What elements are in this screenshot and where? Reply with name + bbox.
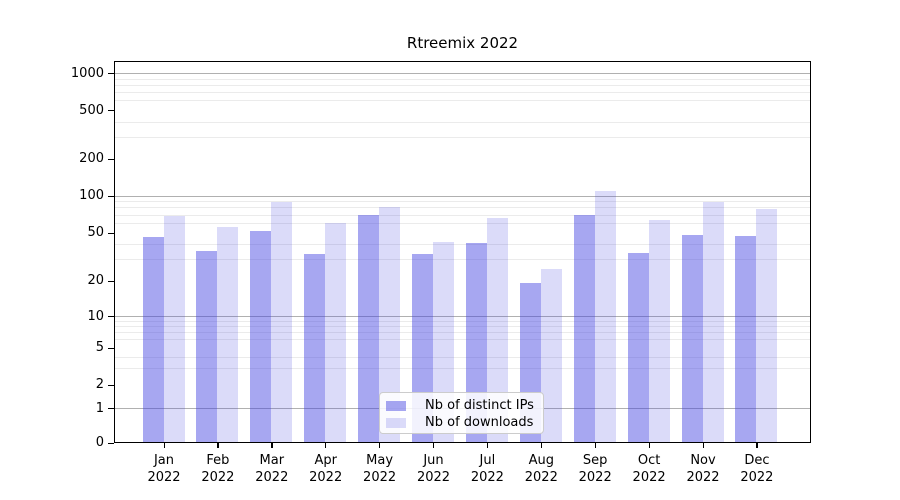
legend-swatch-downloads [386, 417, 406, 428]
bar-downloads-sep [594, 191, 616, 443]
ytick-label-20: 20 [87, 273, 104, 288]
gridline-minor-9 [115, 320, 810, 322]
bar-distinct-ips-apr [304, 254, 326, 443]
xtick-mark-jul [486, 443, 489, 448]
ytick-mark-100 [108, 195, 114, 197]
ytick-label-500: 500 [79, 102, 104, 118]
ytick-label-200: 200 [79, 151, 104, 166]
legend-label-downloads: Nb of downloads [425, 415, 534, 430]
legend-box: Nb of distinct IPs Nb of downloads [379, 392, 544, 434]
gridline-minor-6 [115, 339, 810, 341]
ytick-mark-200 [108, 158, 114, 160]
gridline-minor-900 [115, 78, 810, 80]
plot-area [114, 61, 811, 443]
xtick-label-may: May 2022 [363, 453, 397, 485]
gridline-minor-800 [115, 84, 810, 86]
gridline-minor-8 [115, 326, 810, 328]
xtick-label-oct: Oct 2022 [632, 453, 666, 485]
xtick-label-sep: Sep 2022 [578, 453, 612, 485]
ytick-label-10: 10 [87, 308, 104, 324]
bar-distinct-ips-sep [573, 214, 595, 443]
bar-distinct-ips-oct [627, 252, 649, 443]
xtick-mark-nov [702, 443, 704, 448]
gridline-major-10 [115, 316, 810, 317]
gridline-minor-40 [115, 244, 810, 246]
gridline-major-1000 [115, 73, 810, 74]
ytick-mark-1 [108, 408, 114, 410]
ytick-mark-10 [108, 316, 114, 318]
bar-distinct-ips-mar [250, 231, 272, 443]
xtick-label-jan: Jan 2022 [147, 453, 181, 485]
legend-item-downloads: Nb of downloads [386, 414, 543, 431]
bar-distinct-ips-jan [142, 236, 164, 443]
ytick-label-0: 0 [95, 435, 104, 450]
bar-downloads-dec [756, 209, 778, 443]
xtick-label-feb: Feb 2022 [201, 453, 235, 485]
legend-item-distinct-ips: Nb of distinct IPs [386, 397, 543, 414]
xtick-label-dec: Dec 2022 [740, 453, 774, 485]
xtick-mark-apr [325, 443, 327, 448]
bar-distinct-ips-feb [196, 251, 218, 443]
bar-downloads-feb [217, 227, 239, 443]
bar-downloads-jul [486, 217, 508, 443]
gridline-minor-90 [115, 201, 810, 203]
bar-downloads-jan [163, 216, 185, 443]
ytick-mark-50 [108, 232, 114, 234]
gridline-minor-80 [115, 207, 810, 209]
gridline-minor-400 [115, 121, 810, 123]
ytick-mark-1000 [108, 73, 114, 75]
ytick-mark-0 [108, 442, 114, 444]
gridline-minor-30 [115, 259, 810, 261]
legend-swatch-distinct-ips [386, 400, 406, 411]
xtick-label-jul: Jul 2022 [470, 453, 504, 485]
gridline-minor-300 [115, 137, 810, 139]
ytick-mark-2 [108, 384, 114, 386]
ytick-label-5: 5 [95, 340, 104, 355]
xtick-mark-feb [217, 443, 219, 448]
ytick-label-1: 1 [95, 400, 104, 416]
gridline-minor-70 [115, 214, 810, 216]
xtick-mark-sep [594, 443, 596, 448]
xtick-label-aug: Aug 2022 [524, 453, 558, 485]
ytick-label-1000: 1000 [70, 65, 104, 81]
bar-downloads-aug [540, 268, 562, 443]
xtick-label-nov: Nov 2022 [686, 453, 720, 485]
gridline-minor-700 [115, 92, 810, 94]
xtick-mark-jun [433, 443, 435, 448]
bar-distinct-ips-may [358, 214, 380, 443]
xtick-mark-jan [163, 443, 165, 448]
xtick-label-apr: Apr 2022 [309, 453, 343, 485]
ytick-mark-500 [108, 110, 114, 112]
gridline-minor-3 [115, 368, 810, 370]
xtick-mark-dec [756, 443, 758, 448]
xtick-label-mar: Mar 2022 [255, 453, 289, 485]
ytick-label-50: 50 [87, 225, 104, 240]
ytick-label-100: 100 [79, 188, 104, 203]
xtick-label-jun: Jun 2022 [416, 453, 451, 485]
gridline-minor-7 [115, 332, 810, 334]
ytick-mark-20 [108, 280, 114, 282]
legend-label-distinct-ips: Nb of distinct IPs [425, 398, 534, 413]
gridline-major-100 [115, 195, 810, 197]
bar-downloads-nov [702, 202, 724, 443]
gridline-minor-600 [115, 100, 810, 102]
bar-downloads-apr [325, 222, 347, 443]
xtick-mark-oct [648, 443, 650, 448]
ytick-label-2: 2 [95, 377, 104, 392]
xtick-mark-mar [271, 443, 273, 448]
xtick-mark-aug [540, 443, 543, 448]
bar-downloads-mar [271, 202, 293, 443]
xtick-mark-may [379, 443, 381, 448]
bar-distinct-ips-dec [735, 235, 757, 443]
bar-distinct-ips-nov [681, 234, 703, 443]
bar-downloads-oct [648, 220, 670, 443]
gridline-minor-60 [115, 222, 810, 224]
chart-title: Rtreemix 2022 [406, 34, 519, 52]
ytick-mark-5 [108, 347, 114, 349]
gridline-minor-4 [115, 356, 810, 358]
bar-downloads-may [379, 206, 401, 443]
